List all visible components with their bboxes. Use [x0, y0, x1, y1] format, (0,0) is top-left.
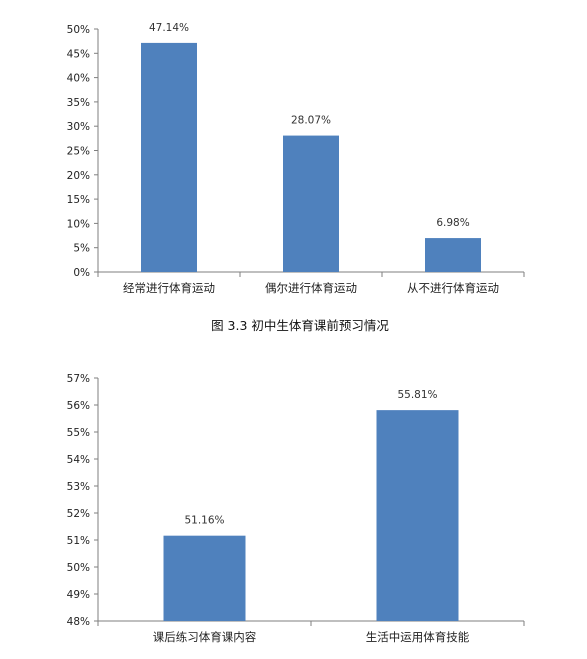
y-tick-label: 52% [67, 508, 90, 520]
y-tick-label: 48% [67, 616, 90, 628]
y-tick-label: 54% [67, 454, 90, 466]
data-label: 6.98% [436, 217, 469, 229]
y-tick-label: 15% [67, 194, 90, 206]
y-tick-label: 45% [67, 48, 90, 60]
chart-1-caption: 图 3.3 初中生体育课前预习情况 [211, 318, 389, 333]
y-tick-label: 10% [67, 218, 90, 230]
data-label: 55.81% [397, 389, 437, 401]
chart-1-preview: 0% 5% 10% 15% 20% 25% 30% 35% 40% 45% 50% 47.14% 经常进… [67, 22, 525, 295]
y-tick-label: 35% [67, 97, 90, 109]
x-category-label: 偶尔进行体育运动 [265, 281, 357, 295]
y-tick-label: 40% [67, 73, 90, 85]
bar [376, 410, 459, 621]
x-category-label: 课后练习体育课内容 [153, 630, 257, 644]
y-tick-label: 53% [67, 481, 90, 493]
y-tick-label: 0% [73, 267, 90, 279]
y-tick-label: 55% [67, 427, 90, 439]
y-tick-label: 49% [67, 589, 90, 601]
data-label: 47.14% [149, 22, 189, 34]
y-tick-label: 20% [67, 170, 90, 182]
data-label: 51.16% [184, 515, 224, 527]
y-tick-label: 56% [67, 400, 90, 412]
y-tick-label: 25% [67, 146, 90, 158]
x-category-label: 经常进行体育运动 [123, 281, 215, 295]
bar [163, 535, 246, 621]
y-tick-label: 5% [73, 243, 90, 255]
bar [283, 135, 339, 272]
y-tick-label: 30% [67, 121, 90, 133]
bar [425, 238, 481, 272]
x-category-label: 从不进行体育运动 [407, 281, 499, 295]
data-label: 28.07% [291, 115, 331, 127]
bar [141, 42, 197, 273]
y-tick-label: 50% [67, 562, 90, 574]
y-tick-label: 50% [67, 24, 90, 36]
x-category-label: 生活中运用体育技能 [366, 630, 470, 644]
y-tick-label: 51% [67, 535, 90, 547]
y-tick-label: 57% [67, 373, 90, 385]
chart-2-application: 48% 49% 50% 51% 52% 53% 54% 55% 56% 57% 51.16% 课后练习… [67, 373, 525, 644]
